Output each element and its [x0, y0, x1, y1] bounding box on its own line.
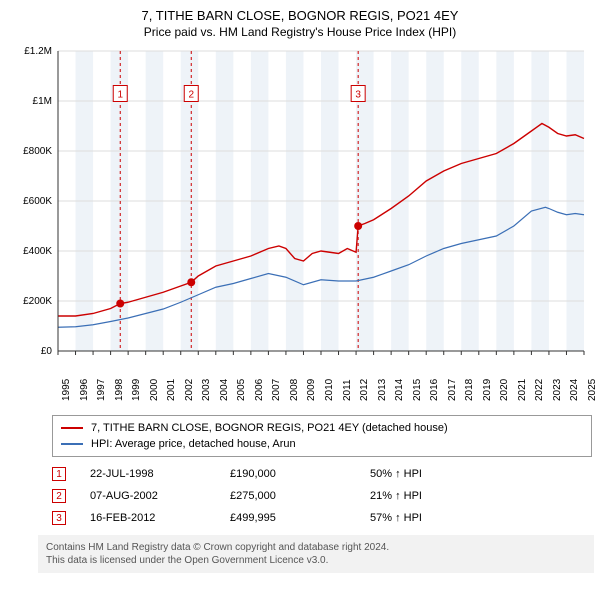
transaction-row: 3 16-FEB-2012£499,99557% ↑ HPI [52, 507, 592, 529]
legend-row: 7, TITHE BARN CLOSE, BOGNOR REGIS, PO21 … [61, 420, 583, 436]
x-tick-label: 2023 [552, 379, 563, 401]
transaction-price: £499,995 [230, 512, 370, 524]
transaction-pct: 50% ↑ HPI [370, 468, 490, 480]
svg-text:£800K: £800K [23, 146, 52, 157]
x-tick-label: 2018 [464, 379, 475, 401]
x-tick-label: 2014 [394, 379, 405, 401]
x-tick-label: 2002 [184, 379, 195, 401]
x-tick-label: 2013 [377, 379, 388, 401]
transaction-pct: 57% ↑ HPI [370, 512, 490, 524]
svg-text:£0: £0 [41, 346, 53, 357]
transaction-date: 16-FEB-2012 [90, 512, 230, 524]
chart-legend: 7, TITHE BARN CLOSE, BOGNOR REGIS, PO21 … [52, 415, 592, 457]
x-tick-label: 1996 [79, 379, 90, 401]
legend-row: HPI: Average price, detached house, Arun [61, 436, 583, 452]
chart-container: 7, TITHE BARN CLOSE, BOGNOR REGIS, PO21 … [0, 0, 600, 581]
x-tick-label: 2008 [289, 379, 300, 401]
x-tick-label: 2005 [236, 379, 247, 401]
x-tick-label: 2009 [306, 379, 317, 401]
x-tick-label: 1997 [96, 379, 107, 401]
transaction-marker-box: 3 [52, 511, 66, 525]
legend-swatch [61, 427, 83, 429]
x-tick-label: 2020 [499, 379, 510, 401]
x-tick-label: 2006 [254, 379, 265, 401]
line-chart-svg: £0 £200K £400K £600K £800K £1M £1.2M 1 2 3 [10, 45, 590, 365]
x-tick-label: 2017 [447, 379, 458, 401]
x-tick-label: 1999 [131, 379, 142, 401]
transaction-row: 2 07-AUG-2002£275,00021% ↑ HPI [52, 485, 592, 507]
legend-swatch [61, 443, 83, 445]
x-tick-label: 2001 [166, 379, 177, 401]
x-tick-label: 2016 [429, 379, 440, 401]
svg-text:2: 2 [188, 90, 194, 101]
transaction-marker-box: 1 [52, 467, 66, 481]
x-tick-label: 2025 [587, 379, 598, 401]
x-tick-label: 2004 [219, 379, 230, 401]
legend-label: 7, TITHE BARN CLOSE, BOGNOR REGIS, PO21 … [91, 422, 448, 434]
x-tick-label: 2019 [482, 379, 493, 401]
svg-text:£200K: £200K [23, 296, 52, 307]
x-tick-label: 2011 [342, 379, 353, 401]
x-axis-labels: 1995 1996 1997 1998 1999 2000 2001 2002 2003 2004… [10, 369, 590, 409]
transaction-price: £190,000 [230, 468, 370, 480]
x-tick-label: 1995 [61, 379, 72, 401]
transaction-date: 22-JUL-1998 [90, 468, 230, 480]
svg-text:£1.2M: £1.2M [24, 46, 52, 57]
transaction-pct: 21% ↑ HPI [370, 490, 490, 502]
x-tick-label: 2003 [201, 379, 212, 401]
transaction-marker-box: 2 [52, 489, 66, 503]
x-tick-label: 2012 [359, 379, 370, 401]
svg-text:3: 3 [355, 90, 361, 101]
legend-label: HPI: Average price, detached house, Arun [91, 438, 296, 450]
transaction-row: 1 22-JUL-1998£190,00050% ↑ HPI [52, 463, 592, 485]
attribution-line1: Contains HM Land Registry data © Crown c… [46, 541, 586, 554]
transaction-price: £275,000 [230, 490, 370, 502]
transactions-table: 1 22-JUL-1998£190,00050% ↑ HPI 2 07-AUG-200… [52, 463, 592, 529]
x-tick-label: 2007 [271, 379, 282, 401]
attribution-box: Contains HM Land Registry data © Crown c… [38, 535, 594, 573]
chart-title: 7, TITHE BARN CLOSE, BOGNOR REGIS, PO21 … [10, 8, 590, 23]
svg-text:1: 1 [117, 90, 123, 101]
x-tick-label: 2015 [412, 379, 423, 401]
transaction-date: 07-AUG-2002 [90, 490, 230, 502]
chart-plot-area: £0 £200K £400K £600K £800K £1M £1.2M 1 2 3 [10, 45, 590, 365]
svg-text:£400K: £400K [23, 246, 52, 257]
svg-text:£1M: £1M [33, 96, 52, 107]
x-tick-label: 2024 [569, 379, 580, 401]
chart-subtitle: Price paid vs. HM Land Registry's House … [10, 25, 590, 39]
svg-text:£600K: £600K [23, 196, 52, 207]
x-tick-label: 2010 [324, 379, 335, 401]
x-tick-label: 2000 [149, 379, 160, 401]
x-tick-label: 2021 [517, 379, 528, 401]
attribution-line2: This data is licensed under the Open Gov… [46, 554, 586, 567]
x-tick-label: 2022 [534, 379, 545, 401]
x-tick-label: 1998 [114, 379, 125, 401]
